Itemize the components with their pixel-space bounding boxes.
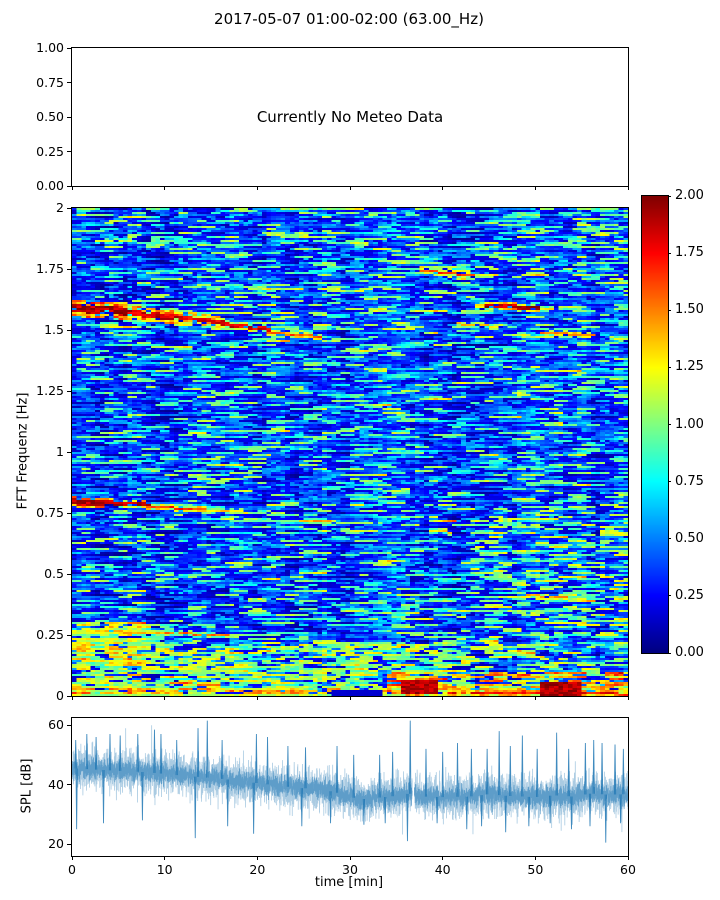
y-tick-label: 20 bbox=[48, 836, 64, 852]
x-tick-mark bbox=[256, 696, 258, 700]
x-tick-label: 0 bbox=[68, 862, 76, 877]
y-tick-mark bbox=[67, 512, 71, 514]
x-tick-mark bbox=[627, 856, 629, 860]
colorbar-tick-label: 0.25 bbox=[675, 587, 704, 603]
y-tick-mark bbox=[67, 116, 71, 118]
colorbar-tick-label: 1.50 bbox=[675, 302, 704, 318]
y-tick-mark bbox=[67, 784, 71, 786]
x-tick-mark bbox=[534, 186, 536, 190]
colorbar-tick-mark bbox=[668, 252, 671, 254]
colorbar-tick-label: 0.75 bbox=[675, 473, 704, 489]
x-tick-label: 30 bbox=[342, 862, 358, 877]
y-tick-label: 1.25 bbox=[36, 383, 64, 398]
y-tick-label: 0.5 bbox=[44, 566, 64, 581]
spl-axes: 60 40 20 0 10 20 30 40 50 60 bbox=[48, 717, 636, 877]
x-tick-mark bbox=[442, 696, 444, 700]
colorbar-tick-mark bbox=[668, 195, 671, 197]
spl-ylabel: SPL [dB] bbox=[19, 758, 35, 814]
x-tick-label: 10 bbox=[156, 862, 173, 877]
x-tick-mark bbox=[164, 696, 166, 700]
colorbar-tick-mark bbox=[668, 652, 671, 654]
y-tick-label: 0.25 bbox=[36, 627, 64, 642]
x-tick-mark bbox=[256, 186, 258, 190]
x-tick-mark bbox=[349, 696, 351, 700]
y-tick-label: 1 bbox=[56, 444, 64, 459]
fft-ylabel: FFT Frequenz [Hz] bbox=[15, 392, 31, 510]
spectrogram-axes: 2 1.75 1.5 1.25 1 0.75 0.5 0.25 0 bbox=[36, 200, 629, 703]
y-tick-mark bbox=[67, 268, 71, 270]
colorbar-tick-label: 0.50 bbox=[675, 530, 704, 546]
y-tick-label: 1.75 bbox=[36, 261, 64, 276]
colorbar-tick-mark bbox=[668, 366, 671, 368]
colorbar-tick-label: 2.00 bbox=[675, 188, 704, 203]
x-tick-mark bbox=[534, 696, 536, 700]
y-tick-label: 0.50 bbox=[36, 109, 64, 124]
colorbar-tick-label: 1.75 bbox=[675, 245, 704, 261]
meteo-axes: Currently No Meteo Data 1.00 0.75 0.50 0.25… bbox=[36, 40, 629, 193]
y-tick-mark bbox=[67, 329, 71, 331]
y-tick-mark bbox=[67, 843, 71, 845]
colorbar-tick-mark bbox=[668, 538, 671, 540]
y-tick-label: 2 bbox=[56, 200, 64, 215]
colorbar-tick-mark bbox=[668, 595, 671, 597]
x-tick-mark bbox=[534, 856, 536, 860]
x-tick-mark bbox=[442, 856, 444, 860]
x-tick-mark bbox=[349, 856, 351, 860]
spectrogram-canvas bbox=[72, 208, 628, 696]
y-tick-label: 0 bbox=[56, 688, 64, 703]
y-tick-mark bbox=[67, 207, 71, 209]
y-tick-label: 0.00 bbox=[36, 178, 64, 193]
meteo-message: Currently No Meteo Data bbox=[256, 108, 444, 126]
y-tick-mark bbox=[67, 573, 71, 575]
colorbar-tick-label: 0.00 bbox=[675, 645, 704, 660]
spl-canvas bbox=[72, 718, 628, 856]
x-tick-mark bbox=[71, 186, 73, 190]
x-tick-mark bbox=[627, 696, 629, 700]
y-tick-label: 60 bbox=[48, 717, 64, 733]
y-tick-label: 0.75 bbox=[36, 74, 64, 90]
y-tick-mark bbox=[67, 451, 71, 453]
y-tick-mark bbox=[67, 724, 71, 726]
colorbar-tick-label: 1.00 bbox=[675, 416, 704, 432]
x-tick-label: 50 bbox=[527, 862, 544, 877]
plot-title: 2017-05-07 01:00-02:00 (63.00_Hz) bbox=[214, 10, 484, 28]
y-tick-mark bbox=[67, 634, 71, 636]
colorbar-tick-mark bbox=[668, 424, 671, 425]
y-tick-mark bbox=[67, 151, 71, 152]
time-xlabel: time [min] bbox=[314, 875, 384, 890]
x-tick-mark bbox=[71, 856, 73, 860]
y-tick-label: 0.25 bbox=[36, 143, 64, 159]
y-tick-mark bbox=[67, 82, 71, 83]
y-tick-label: 40 bbox=[48, 776, 64, 792]
colorbar: 2.00 1.75 1.50 1.25 1.00 0.75 0.50 0.25 0.00 bbox=[641, 188, 704, 660]
x-tick-mark bbox=[164, 856, 166, 860]
x-tick-mark bbox=[627, 186, 629, 190]
x-tick-mark bbox=[349, 186, 351, 190]
x-tick-mark bbox=[442, 186, 444, 190]
y-tick-mark bbox=[67, 47, 71, 49]
x-tick-mark bbox=[164, 186, 166, 190]
x-tick-mark bbox=[256, 856, 258, 860]
x-tick-label: 20 bbox=[249, 862, 266, 877]
x-tick-label: 40 bbox=[434, 862, 451, 877]
y-tick-mark bbox=[67, 185, 71, 187]
y-tick-mark bbox=[67, 695, 71, 697]
y-tick-label: 1.00 bbox=[36, 40, 64, 55]
y-tick-label: 1.5 bbox=[44, 322, 64, 337]
colorbar-tick-label: 1.25 bbox=[675, 359, 704, 375]
x-tick-mark bbox=[71, 696, 73, 700]
colorbar-tick-mark bbox=[668, 481, 671, 483]
x-tick-label: 60 bbox=[620, 862, 636, 877]
y-tick-mark bbox=[67, 390, 71, 392]
y-tick-label: 0.75 bbox=[36, 505, 64, 520]
colorbar-canvas bbox=[642, 196, 668, 653]
colorbar-tick-mark bbox=[668, 309, 671, 311]
